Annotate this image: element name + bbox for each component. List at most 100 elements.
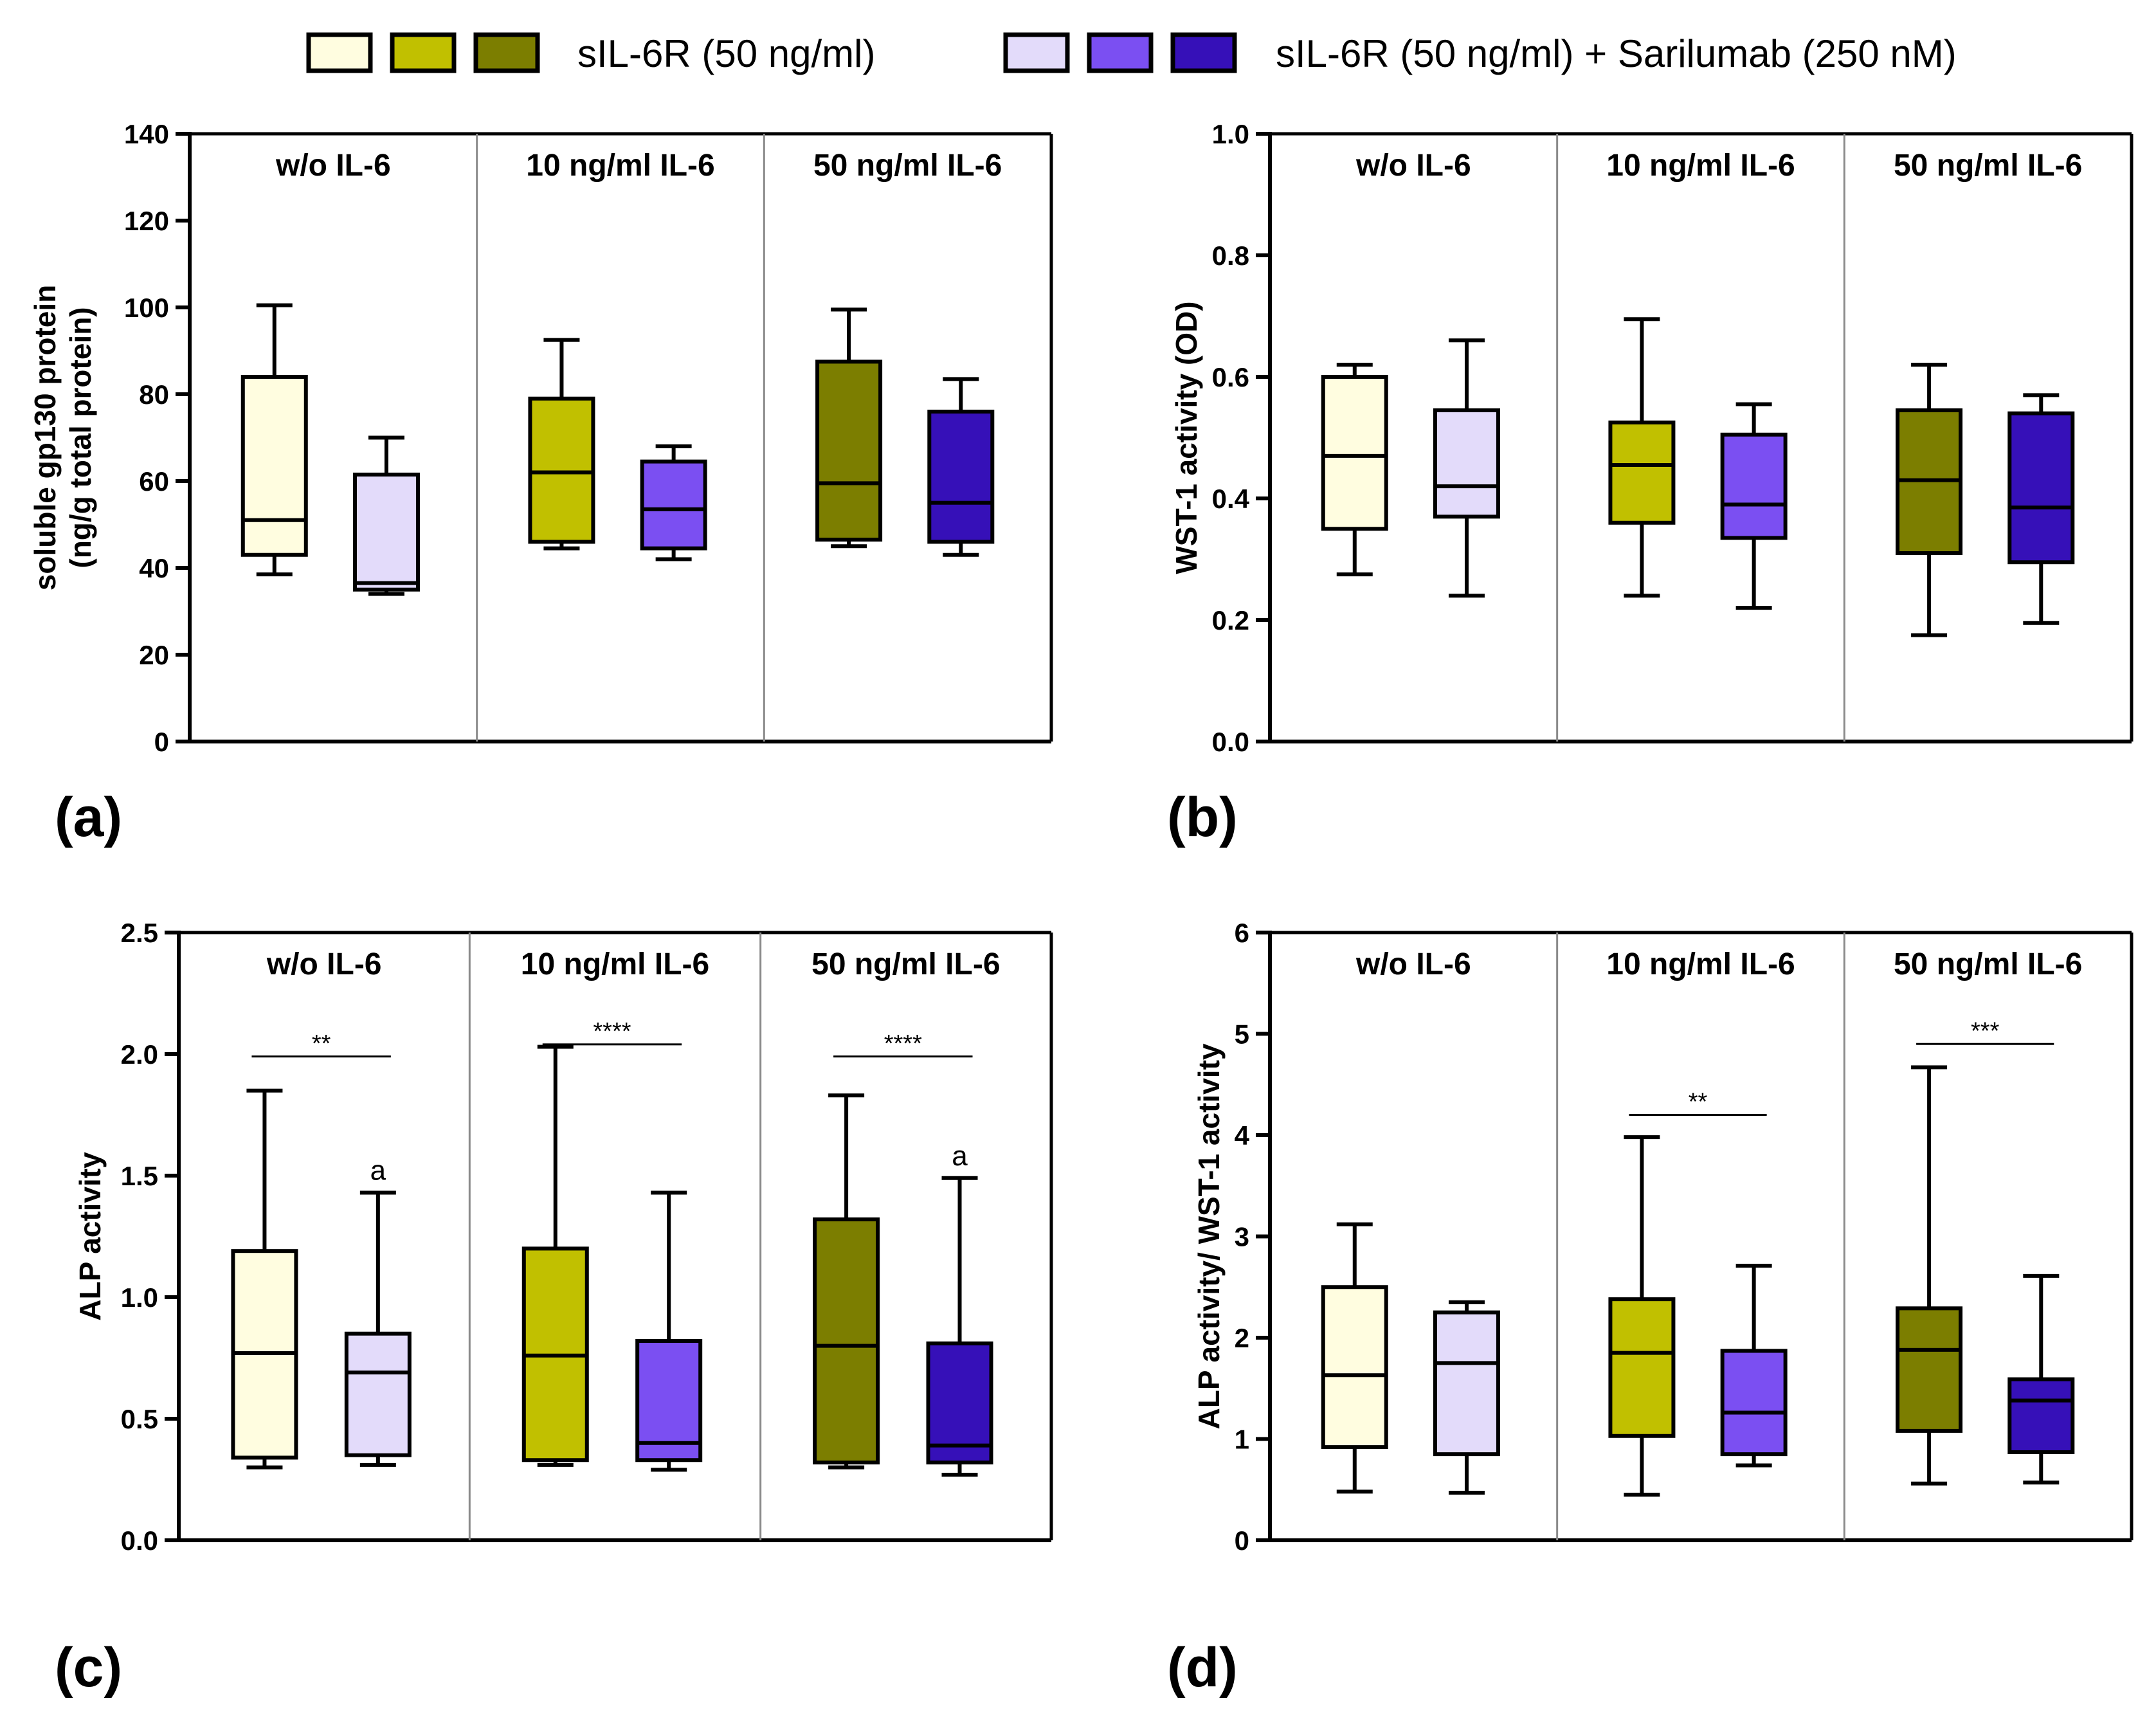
box-plot xyxy=(1433,1300,1500,1495)
box-body xyxy=(240,375,308,557)
y-tick-label: 140 xyxy=(124,119,169,149)
panel-letter: (b) xyxy=(1167,787,1238,848)
box-body xyxy=(640,459,707,551)
y-axis-label: (ng/g total protein) xyxy=(64,307,97,568)
y-tick-label: 80 xyxy=(139,379,169,410)
panel-letter: (c) xyxy=(55,1637,122,1698)
panel-letter: (a) xyxy=(55,787,122,848)
box-body xyxy=(2007,1377,2075,1454)
group-label: 50 ng/ml IL-6 xyxy=(1894,149,2082,183)
box-plot xyxy=(352,435,420,596)
box-body xyxy=(1608,420,1676,525)
box-body xyxy=(352,472,420,592)
group-label: 10 ng/ml IL-6 xyxy=(1606,947,1795,981)
group-label: w/o IL-6 xyxy=(275,149,391,183)
box-plot xyxy=(1321,1222,1388,1494)
box-plot xyxy=(1720,1264,1788,1468)
box-body xyxy=(635,1339,703,1462)
box-plot xyxy=(1896,363,1963,637)
box-body xyxy=(1433,408,1500,519)
box-body xyxy=(926,1341,993,1465)
y-tick-label: 40 xyxy=(139,553,169,583)
box-plot xyxy=(344,1190,412,1467)
panel-b: 0.0 0.2 0.4 0.6 0.8 1.0 w/o IL-6 10 ng/ml IL-6 5… xyxy=(1167,119,2133,848)
y-tick-label: 1.0 xyxy=(121,1282,158,1313)
box-body xyxy=(1720,432,1788,540)
box-plot xyxy=(1321,363,1388,577)
y-tick-label: 5 xyxy=(1235,1019,1249,1050)
box-body xyxy=(1321,375,1388,531)
box-body xyxy=(2007,411,2075,565)
y-tick-label: 0 xyxy=(1235,1525,1249,1556)
y-tick-label: 0.0 xyxy=(121,1525,158,1556)
box-body xyxy=(813,1217,880,1465)
significance-label: ** xyxy=(312,1030,331,1057)
group-label: 50 ng/ml IL-6 xyxy=(811,947,1000,981)
y-axis-label: ALP activity xyxy=(73,1152,107,1321)
box-plot xyxy=(635,1190,703,1472)
box-body xyxy=(1720,1349,1788,1457)
legend-swatch-indigo xyxy=(1170,32,1237,73)
y-tick-label: 1.0 xyxy=(1212,119,1249,149)
legend-label-sil6r-sarilumab: sIL-6R (50 ng/ml) + Sarilumab (250 nM) xyxy=(1276,32,1957,75)
legend: sIL-6R (50 ng/ml) sIL-6R (50 ng/ml) + Sa… xyxy=(306,32,1957,75)
y-tick-label: 20 xyxy=(139,640,169,670)
y-tick-label: 60 xyxy=(139,466,169,496)
y-axis-label: soluble gp130 protein xyxy=(28,285,62,590)
box-plot xyxy=(1896,1065,1963,1486)
box-body xyxy=(1896,1306,1963,1433)
box-plot xyxy=(926,1176,993,1477)
legend-swatch-yellow-green xyxy=(390,32,457,73)
y-tick-label: 0.6 xyxy=(1212,362,1249,392)
y-tick-label: 0.5 xyxy=(121,1404,158,1434)
box-plot xyxy=(2007,393,2075,625)
group-label: 10 ng/ml IL-6 xyxy=(521,947,709,981)
box-plot xyxy=(240,303,308,577)
y-tick-label: 4 xyxy=(1235,1120,1250,1151)
box-plot xyxy=(1433,338,1500,598)
box-plot xyxy=(231,1088,298,1470)
group-label: 10 ng/ml IL-6 xyxy=(526,149,714,183)
y-axis-label: ALP activity/ WST-1 activity xyxy=(1192,1043,1226,1429)
y-axis-label: WST-1 activity (OD) xyxy=(1170,301,1203,574)
box-body xyxy=(815,360,883,542)
panel-letter: (d) xyxy=(1167,1637,1238,1698)
significance-label: **** xyxy=(884,1030,922,1057)
box-body xyxy=(528,396,595,544)
box-body xyxy=(344,1331,412,1457)
y-tick-label: 2.5 xyxy=(121,918,158,948)
y-tick-label: 120 xyxy=(124,206,169,236)
box-annotation: a xyxy=(370,1154,386,1186)
legend-swatch-olive xyxy=(473,32,540,73)
box-body xyxy=(927,410,995,544)
y-tick-label: 0.0 xyxy=(1212,727,1249,757)
box-plot xyxy=(813,1093,880,1470)
y-tick-label: 1 xyxy=(1235,1425,1249,1455)
legend-swatch-violet xyxy=(1087,32,1154,73)
box-body xyxy=(1433,1310,1500,1457)
y-tick-label: 2.0 xyxy=(121,1039,158,1070)
box-plot xyxy=(640,444,707,561)
y-tick-label: 0.8 xyxy=(1212,241,1249,271)
box-body xyxy=(1321,1285,1388,1450)
box-plot xyxy=(1608,1135,1676,1497)
y-tick-label: 100 xyxy=(124,293,169,323)
box-plot xyxy=(1608,317,1676,598)
y-tick-label: 0.2 xyxy=(1212,605,1249,635)
y-tick-label: 6 xyxy=(1235,918,1249,948)
legend-label-sil6r: sIL-6R (50 ng/ml) xyxy=(577,32,875,75)
group-label: 50 ng/ml IL-6 xyxy=(1894,947,2082,981)
y-tick-label: 0 xyxy=(154,727,169,757)
significance-label: ** xyxy=(1689,1089,1708,1116)
box-body xyxy=(1608,1297,1676,1438)
group-label: w/o IL-6 xyxy=(266,947,382,981)
group-label: w/o IL-6 xyxy=(1355,947,1471,981)
significance-label: *** xyxy=(1971,1017,2000,1044)
panel-d: 0 1 2 3 4 5 6 w/o IL-6 10 ng/ml IL-6 50 ng/ml IL-… xyxy=(1167,918,2133,1698)
box-plot xyxy=(1720,402,1788,610)
group-label: 10 ng/ml IL-6 xyxy=(1606,149,1795,183)
box-plot xyxy=(521,1044,589,1467)
y-tick-label: 1.5 xyxy=(121,1161,158,1191)
legend-swatch-light-lavender xyxy=(1003,32,1070,73)
